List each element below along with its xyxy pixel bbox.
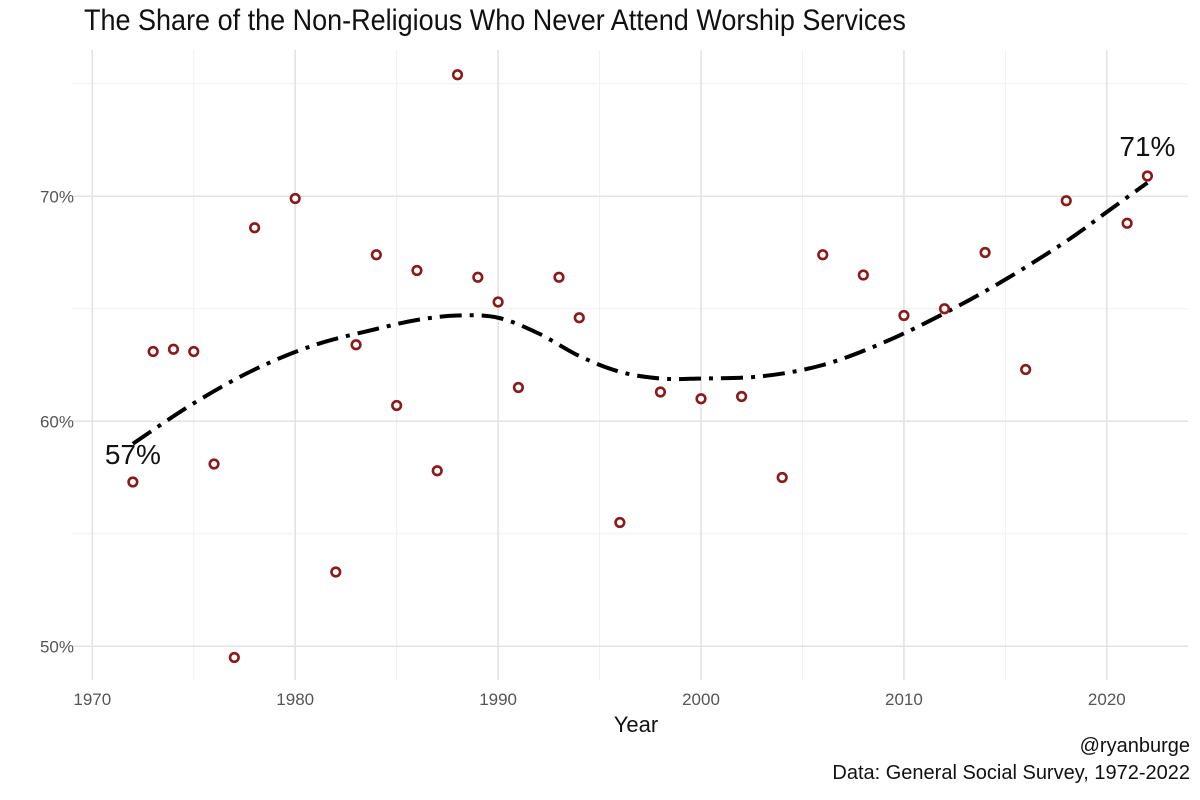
y-tick-label-70: 70% — [40, 187, 74, 206]
x-tick-label-1970: 1970 — [73, 690, 111, 709]
data-point-2018 — [1060, 195, 1072, 207]
data-point-1980 — [289, 192, 301, 205]
data-point-2004 — [776, 471, 788, 484]
author-credit: @ryanburge — [1079, 735, 1190, 757]
trend-line — [131, 181, 1149, 446]
data-point-2006 — [817, 249, 829, 261]
y-tick-label-60: 60% — [40, 412, 74, 431]
data-point-1986 — [411, 264, 423, 277]
data-point-1998 — [654, 386, 667, 398]
data-point-1985 — [391, 399, 403, 412]
trend-line-layer — [131, 181, 1149, 446]
data-point-1988 — [451, 69, 464, 81]
annotations-layer: 57% 71% — [105, 131, 1176, 470]
data-point-2016 — [1020, 363, 1032, 376]
y-tick-label-50: 50% — [40, 637, 74, 656]
data-point-1996 — [614, 516, 626, 529]
data-point-1982 — [330, 566, 342, 578]
data-point-1991 — [512, 381, 525, 394]
data-point-1978 — [249, 222, 261, 234]
annotation-label-0: 57% — [105, 439, 161, 470]
data-point-1994 — [573, 312, 585, 324]
data-point-1984 — [370, 249, 382, 261]
data-point-1977 — [228, 651, 240, 664]
chart-title: The Share of the Non-Religious Who Never… — [84, 4, 906, 37]
x-tick-label-2020: 2020 — [1088, 690, 1126, 709]
data-point-1975 — [188, 345, 200, 358]
data-point-1993 — [553, 271, 565, 283]
data-point-2021 — [1121, 217, 1133, 229]
data-points-layer — [127, 69, 1154, 664]
x-tick-label-2000: 2000 — [682, 690, 720, 709]
data-point-1974 — [167, 343, 180, 355]
data-point-1972 — [127, 476, 139, 488]
annotation-label-1: 71% — [1119, 131, 1175, 162]
minor-gridlines — [72, 50, 1188, 680]
x-axis-title: Year — [614, 712, 658, 737]
data-point-2000 — [695, 393, 707, 405]
data-point-1976 — [208, 458, 220, 470]
data-point-1973 — [147, 345, 159, 358]
data-point-2002 — [735, 390, 748, 403]
data-point-1990 — [492, 296, 504, 308]
data-point-2022 — [1141, 170, 1154, 182]
data-source-caption: Data: General Social Survey, 1972-2022 — [832, 762, 1190, 784]
data-point-1983 — [350, 339, 362, 351]
data-point-2008 — [857, 269, 869, 281]
data-point-1989 — [472, 271, 484, 283]
data-point-2014 — [979, 246, 991, 259]
x-tick-label-1980: 1980 — [276, 690, 314, 709]
x-tick-label-2010: 2010 — [885, 690, 923, 709]
x-tick-label-1990: 1990 — [479, 690, 517, 709]
data-point-1987 — [431, 465, 443, 477]
data-point-2010 — [898, 309, 910, 322]
major-gridlines — [72, 50, 1188, 680]
data-point-2012 — [938, 303, 951, 315]
axis-labels-layer: 1970 1980 1990 2000 2010 2020 50% 60% 70% — [40, 187, 1126, 709]
